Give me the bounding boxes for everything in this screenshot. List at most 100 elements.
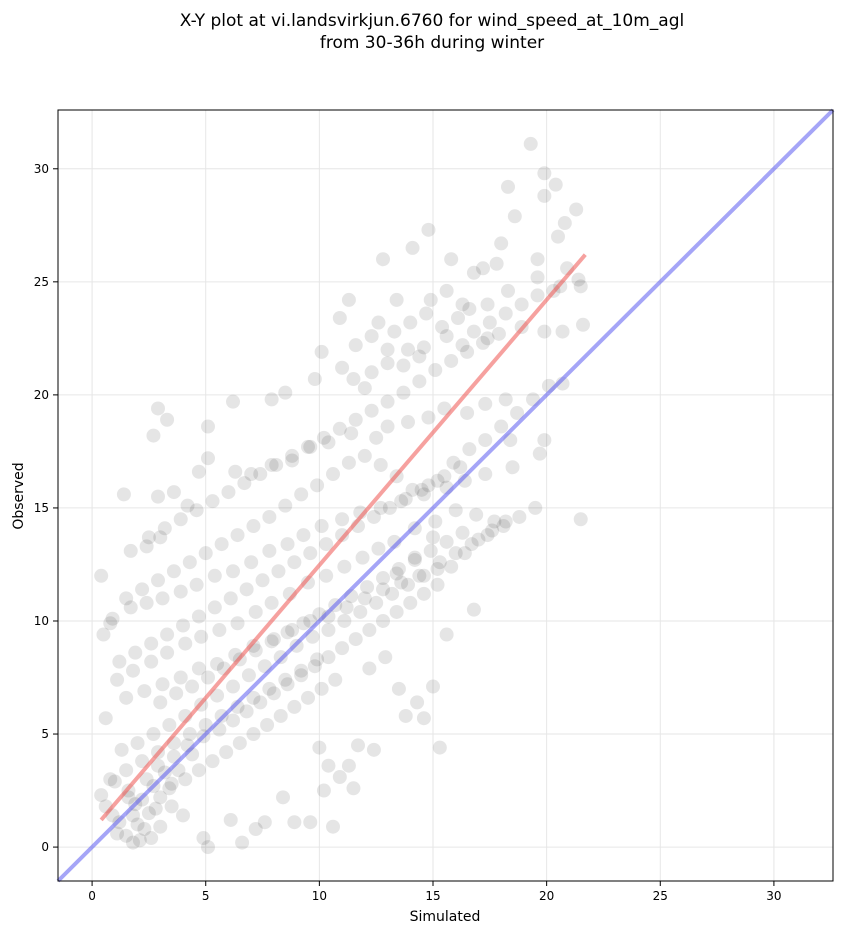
data-point: [246, 727, 261, 742]
data-point: [119, 763, 134, 778]
data-point: [139, 595, 154, 610]
data-point: [314, 344, 329, 359]
chart-title-line-2: from 30-36h during winter: [320, 33, 544, 53]
data-point: [357, 448, 372, 463]
data-point: [303, 439, 318, 454]
data-point: [303, 815, 318, 830]
data-point: [278, 498, 293, 513]
data-point: [369, 595, 384, 610]
x-tick-label: 30: [766, 889, 781, 903]
data-point: [416, 711, 431, 726]
data-point: [280, 625, 295, 640]
data-point: [326, 819, 340, 834]
data-point: [169, 686, 184, 701]
data-point: [426, 679, 440, 694]
data-point: [141, 530, 156, 545]
data-point: [332, 311, 347, 326]
y-axis-label: Observed: [11, 462, 27, 529]
y-tick-label: 30: [34, 162, 49, 176]
data-point: [339, 600, 354, 615]
data-point: [419, 306, 434, 321]
data-point: [476, 335, 490, 350]
x-axis-label: Simulated: [410, 909, 481, 925]
data-point: [219, 745, 234, 760]
data-point: [278, 672, 293, 687]
data-point: [162, 781, 177, 796]
data-point: [430, 577, 445, 592]
data-point: [351, 738, 365, 753]
data-point: [489, 256, 504, 271]
data-point: [151, 489, 165, 504]
y-tick-label: 0: [41, 840, 49, 854]
x-tick-label: 5: [202, 889, 210, 903]
data-point: [478, 467, 493, 482]
data-point: [273, 708, 288, 723]
data-point: [321, 650, 336, 665]
data-point: [162, 717, 177, 732]
data-point: [380, 394, 395, 409]
data-point: [139, 539, 154, 554]
data-point: [255, 573, 270, 588]
axis-ticks: 0 5 10 15 20 25 30 0 5 10 15 20 25 30: [34, 162, 782, 903]
data-point: [416, 340, 431, 355]
data-point: [226, 679, 240, 694]
data-point: [94, 788, 109, 803]
data-point: [498, 306, 513, 321]
data-point: [357, 591, 372, 606]
data-point: [362, 661, 377, 676]
grid-lines: [58, 110, 833, 881]
data-point: [176, 808, 190, 823]
data-point: [269, 457, 284, 472]
data-point: [382, 500, 397, 515]
data-point: [457, 546, 472, 561]
data-point: [144, 831, 159, 846]
data-point: [439, 283, 454, 298]
x-tick-label: 15: [425, 889, 440, 903]
data-point: [230, 528, 245, 543]
data-point: [314, 519, 329, 534]
data-point: [160, 645, 175, 660]
data-point: [119, 828, 134, 843]
data-point: [335, 512, 350, 527]
data-point: [548, 177, 563, 192]
data-point: [485, 523, 500, 538]
data-point: [264, 457, 279, 472]
data-point: [112, 654, 127, 669]
x-tick-label: 0: [88, 889, 96, 903]
data-point: [480, 297, 495, 312]
data-point: [287, 815, 302, 830]
data-point: [223, 812, 238, 827]
data-point: [466, 265, 481, 280]
data-point: [380, 342, 395, 357]
data-point: [376, 613, 390, 628]
data-point: [451, 311, 465, 326]
data-point: [316, 783, 331, 798]
data-point: [557, 216, 572, 231]
data-point: [348, 338, 363, 353]
data-point: [414, 482, 429, 497]
plot-area-frame: [57, 109, 834, 882]
data-point: [430, 473, 445, 488]
data-point: [119, 690, 134, 705]
data-point: [410, 695, 425, 710]
data-point: [571, 272, 586, 287]
data-point: [262, 543, 277, 558]
data-point: [376, 252, 390, 267]
data-point: [416, 487, 431, 502]
data-point: [462, 301, 477, 316]
data-point: [160, 627, 175, 642]
data-point: [301, 575, 315, 590]
data-point: [555, 324, 570, 339]
y-tick-label: 5: [41, 727, 49, 741]
data-point: [412, 374, 427, 389]
data-point: [466, 602, 481, 617]
data-point: [537, 324, 552, 339]
data-point: [510, 405, 525, 420]
data-point: [389, 566, 404, 581]
data-point: [212, 623, 227, 638]
data-point: [166, 564, 181, 579]
data-point: [246, 638, 261, 653]
data-point: [439, 627, 454, 642]
